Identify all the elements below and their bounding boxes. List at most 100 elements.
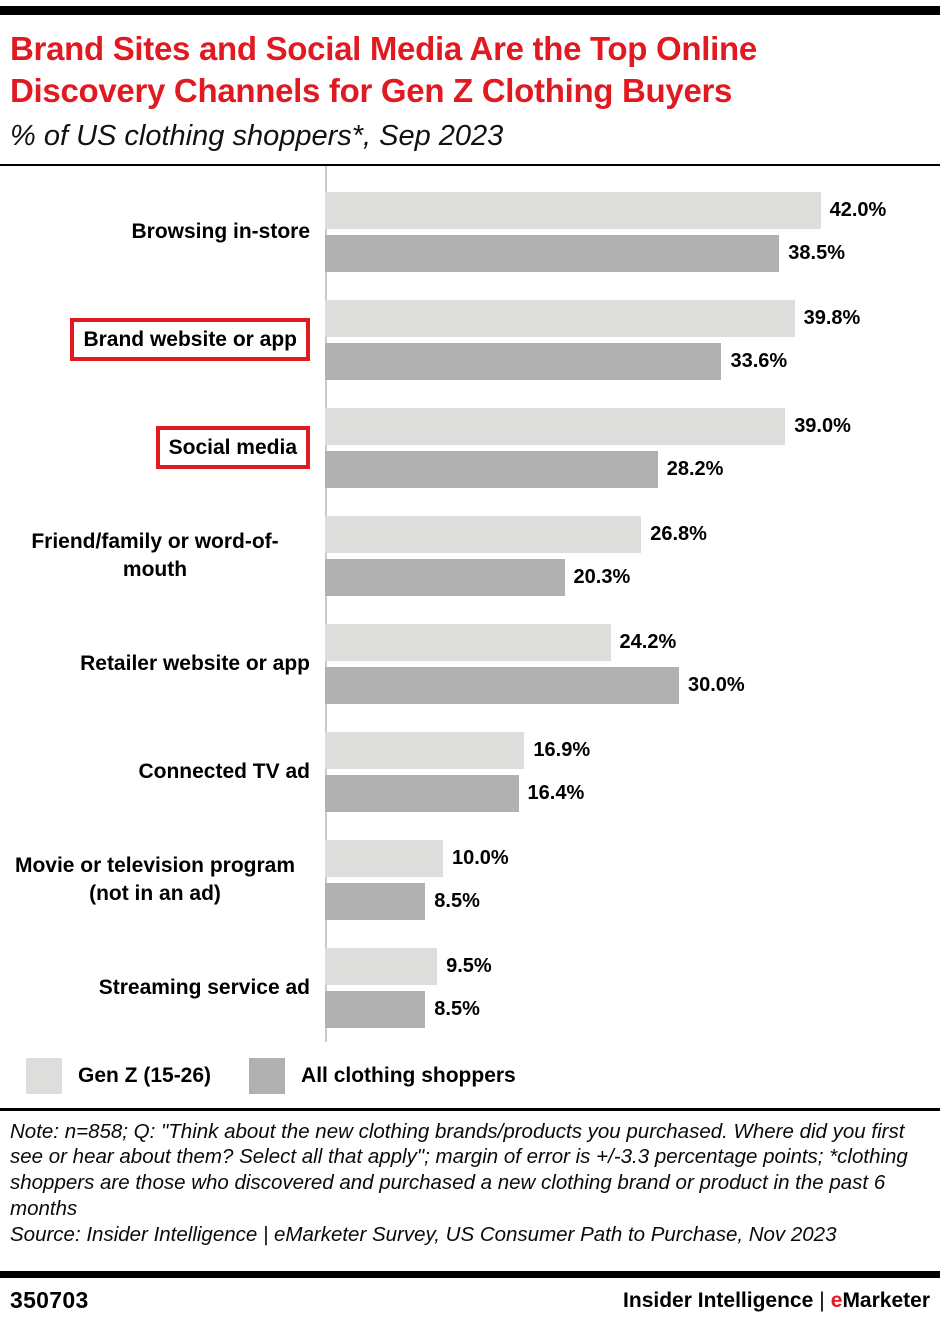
bar xyxy=(325,407,786,445)
category-label: Browsing in-store xyxy=(131,219,310,243)
bar-value-label: 39.0% xyxy=(794,414,851,437)
bar-group: Brand website or app 39.8% 33.6% xyxy=(0,299,940,380)
bar-row: 16.9% xyxy=(325,731,940,769)
y-axis-line xyxy=(325,165,327,1042)
bar-row: 8.5% xyxy=(325,882,940,920)
bar-group: Retailer website or app 24.2% 30.0% xyxy=(0,623,940,704)
bar-value-label: 26.8% xyxy=(650,522,707,545)
chart-legend: Gen Z (15-26) All clothing shoppers xyxy=(26,1057,940,1094)
bar xyxy=(325,774,519,812)
bar xyxy=(325,342,722,380)
bar-row: 16.4% xyxy=(325,774,940,812)
brand-divider: | xyxy=(819,1288,825,1312)
brand-logo: Insider Intelligence | eMarketer xyxy=(623,1289,930,1313)
bar-row: 39.0% xyxy=(325,407,940,445)
bar xyxy=(325,450,658,488)
category-label-cell: Connected TV ad xyxy=(0,758,325,785)
header: Brand Sites and Social Media Are the Top… xyxy=(0,15,940,164)
bar-row: 9.5% xyxy=(325,947,940,985)
category-label: Retailer website or app xyxy=(80,651,310,675)
category-label: Streaming service ad xyxy=(98,975,310,999)
bar-row: 39.8% xyxy=(325,299,940,337)
bar-group: Connected TV ad 16.9% 16.4% xyxy=(0,731,940,812)
bar-row: 28.2% xyxy=(325,450,940,488)
bar-value-label: 8.5% xyxy=(434,997,480,1020)
category-label-cell: Browsing in-store xyxy=(0,218,325,245)
bars-cell: 24.2% 30.0% xyxy=(325,623,940,704)
legend-swatch xyxy=(249,1057,286,1094)
bar-value-label: 38.5% xyxy=(788,241,846,264)
bar-value-label: 24.2% xyxy=(619,630,677,653)
bar xyxy=(325,623,611,661)
bar xyxy=(325,558,565,596)
bar-value-label: 39.8% xyxy=(803,306,861,329)
bars-cell: 26.8% 20.3% xyxy=(325,515,940,596)
legend-swatch xyxy=(26,1057,62,1094)
bar-row: 10.0% xyxy=(325,839,940,877)
bars-cell: 10.0% 8.5% xyxy=(325,839,940,920)
bar xyxy=(325,947,438,985)
bar-row: 20.3% xyxy=(325,558,940,596)
bar-value-label: 8.5% xyxy=(434,889,480,912)
bars-cell: 16.9% 16.4% xyxy=(325,731,940,812)
bar xyxy=(325,515,642,553)
bar-value-label: 30.0% xyxy=(688,673,745,696)
bar xyxy=(325,731,525,769)
legend-label: All clothing shoppers xyxy=(301,1063,516,1087)
chart-title: Brand Sites and Social Media Are the Top… xyxy=(10,30,757,109)
header-divider xyxy=(0,163,940,166)
category-label-cell: Streaming service ad xyxy=(0,974,325,1001)
bar-value-label: 16.9% xyxy=(533,738,591,761)
bar xyxy=(325,990,426,1028)
grouped-bar-chart: Browsing in-store 42.0% 38.5% Brand website… xyxy=(0,165,940,1042)
category-label-cell: Friend/family or word-of-mouth xyxy=(0,528,325,583)
brand-insider-intelligence: Insider Intelligence xyxy=(623,1288,814,1312)
legend-label: Gen Z (15-26) xyxy=(78,1063,212,1087)
bar xyxy=(325,299,795,337)
category-label: Friend/family or word-of-mouth xyxy=(31,530,279,581)
bar-row: 33.6% xyxy=(325,342,940,380)
category-label-cell: Movie or television program (not in an a… xyxy=(0,852,325,907)
bar xyxy=(325,191,821,229)
legend-item: All clothing shoppers xyxy=(249,1057,516,1094)
chart-subtitle: % of US clothing shoppers*, Sep 2023 xyxy=(10,119,504,152)
bars-cell: 39.0% 28.2% xyxy=(325,407,940,488)
footer: 350703 Insider Intelligence | eMarketer xyxy=(0,1278,940,1324)
category-label-highlighted: Social media xyxy=(155,425,310,470)
bar-row: 24.2% xyxy=(325,623,940,661)
bar-row: 42.0% xyxy=(325,191,940,229)
bar-row: 30.0% xyxy=(325,666,940,704)
chart-id: 350703 xyxy=(10,1287,89,1313)
bar-group: Browsing in-store 42.0% 38.5% xyxy=(0,191,940,272)
category-label: Movie or television program (not in an a… xyxy=(14,854,296,905)
category-label-cell: Social media xyxy=(0,425,325,470)
legend-divider xyxy=(0,1107,940,1111)
bar-value-label: 9.5% xyxy=(446,954,492,977)
bar-row: 8.5% xyxy=(325,990,940,1028)
bar xyxy=(325,882,426,920)
bar-value-label: 42.0% xyxy=(829,198,887,221)
bars-cell: 39.8% 33.6% xyxy=(325,299,940,380)
bar-group: Friend/family or word-of-mouth 26.8% 20.3% xyxy=(0,515,940,596)
top-bar xyxy=(0,6,940,15)
bars-cell: 42.0% 38.5% xyxy=(325,191,940,272)
bar-group: Social media 39.0% 28.2% xyxy=(0,407,940,488)
legend-item: Gen Z (15-26) xyxy=(26,1057,212,1094)
brand-emarketer-rest: Marketer xyxy=(842,1288,930,1312)
bar xyxy=(325,839,443,877)
bar xyxy=(325,666,679,704)
footnote-block: Note: n=858; Q: "Think about the new clo… xyxy=(0,1111,940,1271)
bar-group: Movie or television program (not in an a… xyxy=(0,839,940,920)
bar-value-label: 28.2% xyxy=(666,457,724,480)
bar-row: 26.8% xyxy=(325,515,940,553)
bars-cell: 9.5% 8.5% xyxy=(325,947,940,1028)
bar-group: Streaming service ad 9.5% 8.5% xyxy=(0,947,940,1028)
category-label-cell: Retailer website or app xyxy=(0,650,325,677)
bar-value-label: 33.6% xyxy=(730,349,788,372)
bar-value-label: 10.0% xyxy=(452,846,509,869)
category-label-highlighted: Brand website or app xyxy=(70,317,310,362)
category-label: Connected TV ad xyxy=(138,759,310,783)
brand-emarketer-e: e xyxy=(830,1288,843,1312)
bar xyxy=(325,234,780,272)
